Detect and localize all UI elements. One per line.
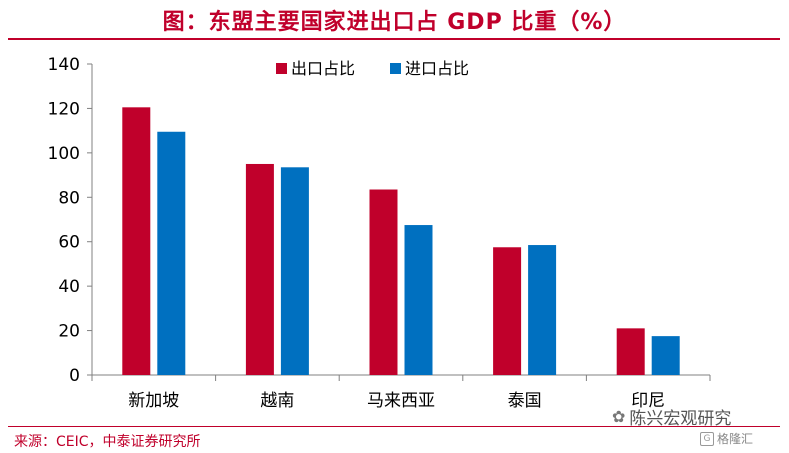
x-tick-label: 新加坡 <box>128 391 179 411</box>
y-tick-label: 20 <box>58 322 80 342</box>
x-tick-label: 印尼 <box>631 391 665 411</box>
watermark-text: 陈兴宏观研究 <box>629 409 732 429</box>
bar-import <box>280 167 309 375</box>
bar-export <box>245 163 274 375</box>
bar-export <box>493 247 522 375</box>
legend-label-import: 进口占比 <box>405 59 469 78</box>
y-tick-label: 60 <box>58 233 80 253</box>
watermark-sub: G 格隆汇 <box>700 430 753 447</box>
source-note: 来源：CEIC，中泰证券研究所 <box>14 434 201 450</box>
bar-import <box>651 336 680 375</box>
gelonghui-logo-icon: G <box>700 431 714 446</box>
legend-label-export: 出口占比 <box>291 59 355 78</box>
y-tick-label: 120 <box>48 99 80 119</box>
watermark-sub-text: 格隆汇 <box>717 432 754 446</box>
x-tick-label: 泰国 <box>508 391 542 411</box>
chart-title: 图：东盟主要国家进出口占 GDP 比重（%） <box>162 10 627 35</box>
y-tick-label: 140 <box>48 55 80 75</box>
y-tick-label: 0 <box>69 366 80 386</box>
legend-swatch-import <box>390 63 401 74</box>
bar-export <box>369 189 398 375</box>
bar-chart: 0 20 40 60 80 100 120 140 新加坡 越南 马来西亚 泰国 印尼 出口占比 进口占比 <box>48 55 711 411</box>
y-tick-label: 80 <box>58 188 80 208</box>
bar-export <box>616 328 645 375</box>
y-tick-label: 100 <box>48 144 80 164</box>
bar-import <box>404 225 433 375</box>
y-tick-label: 40 <box>58 277 80 297</box>
bar-import <box>157 131 186 375</box>
title-divider <box>8 38 780 40</box>
x-tick-label: 越南 <box>260 391 294 411</box>
x-tick-label: 马来西亚 <box>367 391 435 411</box>
bar-import <box>528 245 557 375</box>
footer-divider <box>8 426 780 427</box>
wechat-icon: ✿ <box>612 407 626 426</box>
legend-swatch-export <box>276 63 287 74</box>
bar-export <box>122 107 151 375</box>
watermark: ✿ 陈兴宏观研究 <box>612 404 731 429</box>
